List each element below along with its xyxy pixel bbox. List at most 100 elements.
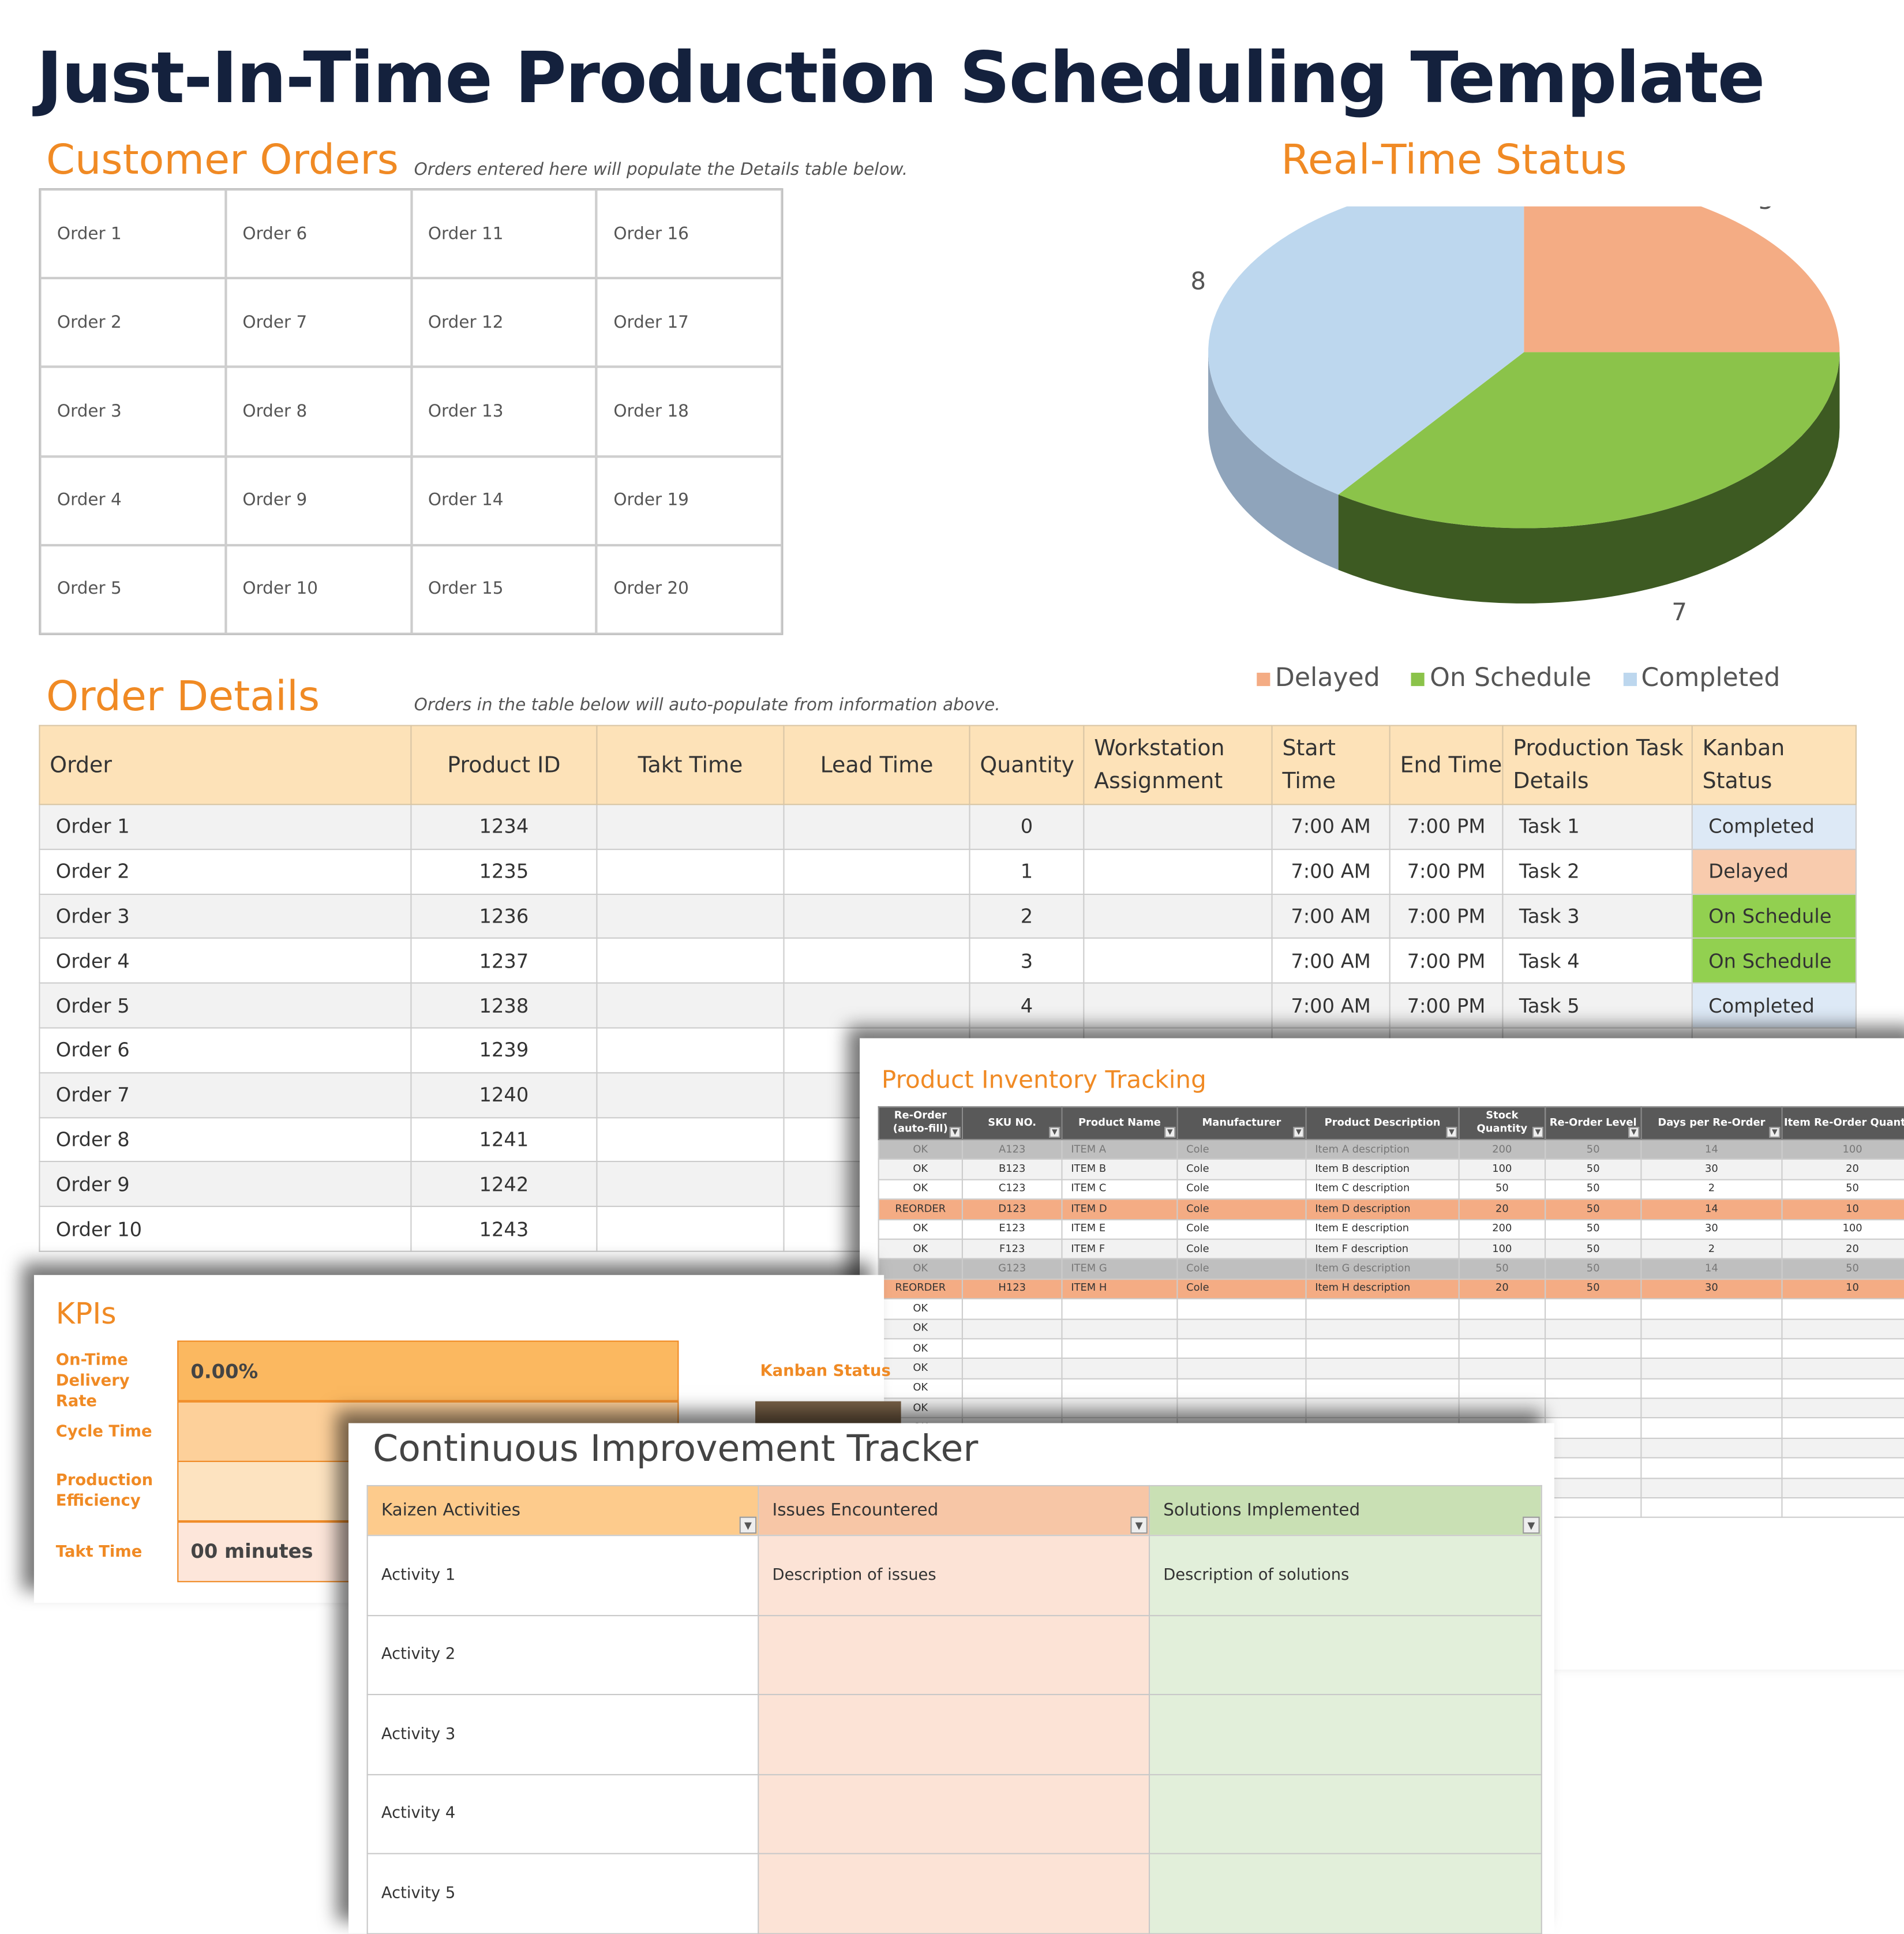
table-cell[interactable]: 30: [1640, 1159, 1783, 1180]
customer-order-cell[interactable]: Order 14: [411, 456, 597, 545]
table-cell[interactable]: 1235: [410, 848, 598, 895]
customer-order-cell[interactable]: Order 10: [225, 545, 411, 634]
table-cell[interactable]: [961, 1338, 1063, 1359]
table-cell[interactable]: 200: [1458, 1139, 1546, 1160]
table-cell[interactable]: OK: [878, 1159, 963, 1180]
table-cell[interactable]: 20: [1781, 1159, 1904, 1180]
table-cell[interactable]: [1545, 1338, 1642, 1359]
filter-dropdown-icon[interactable]: ▼: [1164, 1127, 1176, 1138]
table-cell[interactable]: 1242: [410, 1161, 598, 1208]
table-cell[interactable]: 2: [969, 893, 1085, 939]
table-cell[interactable]: Item G description: [1305, 1258, 1460, 1280]
table-cell[interactable]: D123: [961, 1198, 1063, 1220]
table-cell[interactable]: [961, 1378, 1063, 1399]
table-cell[interactable]: 50: [1545, 1139, 1642, 1160]
table-cell[interactable]: [1305, 1298, 1460, 1320]
table-cell[interactable]: 30: [1640, 1219, 1783, 1240]
table-cell[interactable]: Item A description: [1305, 1139, 1460, 1160]
table-cell[interactable]: ITEM A: [1061, 1139, 1178, 1160]
table-cell[interactable]: Order 5: [39, 983, 412, 1029]
table-cell[interactable]: [1061, 1358, 1178, 1380]
table-cell[interactable]: [1545, 1477, 1642, 1499]
customer-order-cell[interactable]: Order 4: [40, 456, 226, 545]
table-cell[interactable]: [1781, 1457, 1904, 1479]
table-cell[interactable]: 50: [1545, 1238, 1642, 1260]
customer-order-cell[interactable]: Order 11: [411, 189, 597, 279]
table-cell[interactable]: 7:00 AM: [1271, 848, 1390, 895]
table-cell[interactable]: Cole: [1176, 1139, 1307, 1160]
table-cell[interactable]: On Schedule: [1691, 938, 1857, 984]
table-cell[interactable]: [1545, 1358, 1642, 1380]
table-cell[interactable]: [1176, 1338, 1307, 1359]
table-cell[interactable]: 50: [1545, 1258, 1642, 1280]
table-cell[interactable]: 10: [1781, 1278, 1904, 1300]
table-cell[interactable]: Activity 1: [366, 1535, 759, 1616]
table-cell[interactable]: REORDER: [878, 1198, 963, 1220]
table-cell[interactable]: [1640, 1298, 1783, 1320]
table-cell[interactable]: 50: [1781, 1258, 1904, 1280]
table-cell[interactable]: 0: [969, 804, 1085, 850]
table-cell[interactable]: [1781, 1477, 1904, 1499]
table-cell[interactable]: [1305, 1358, 1460, 1380]
table-cell[interactable]: 20: [1781, 1238, 1904, 1260]
table-cell[interactable]: [1305, 1338, 1460, 1359]
table-cell[interactable]: Item F description: [1305, 1238, 1460, 1260]
filter-dropdown-icon[interactable]: ▼: [949, 1127, 961, 1138]
table-cell[interactable]: Order 2: [39, 848, 412, 895]
table-cell[interactable]: 50: [1458, 1258, 1546, 1280]
table-cell[interactable]: 14: [1640, 1258, 1783, 1280]
table-cell[interactable]: Order 10: [39, 1206, 412, 1252]
table-cell[interactable]: B123: [961, 1159, 1063, 1180]
customer-order-cell[interactable]: Order 7: [225, 278, 411, 368]
table-cell[interactable]: [1061, 1318, 1178, 1340]
table-cell[interactable]: [1061, 1378, 1178, 1399]
table-cell[interactable]: ITEM G: [1061, 1258, 1178, 1280]
table-cell[interactable]: Item H description: [1305, 1278, 1460, 1300]
table-cell[interactable]: OK: [878, 1358, 963, 1380]
customer-order-cell[interactable]: Order 9: [225, 456, 411, 545]
table-cell[interactable]: 50: [1545, 1179, 1642, 1200]
filter-dropdown-icon[interactable]: ▼: [1769, 1127, 1781, 1138]
table-cell[interactable]: C123: [961, 1179, 1063, 1200]
table-cell[interactable]: 100: [1781, 1219, 1904, 1240]
table-cell[interactable]: ITEM F: [1061, 1238, 1178, 1260]
table-cell[interactable]: [1640, 1437, 1783, 1459]
table-cell[interactable]: 10: [1781, 1198, 1904, 1220]
table-cell[interactable]: [1083, 848, 1273, 895]
table-cell[interactable]: [596, 1116, 785, 1163]
table-cell[interactable]: 1234: [410, 804, 598, 850]
table-cell[interactable]: [1305, 1378, 1460, 1399]
table-cell[interactable]: [1640, 1397, 1783, 1419]
table-cell[interactable]: [783, 848, 970, 895]
table-cell[interactable]: F123: [961, 1238, 1063, 1260]
table-cell[interactable]: [1176, 1397, 1307, 1419]
table-cell[interactable]: Order 4: [39, 938, 412, 984]
table-cell[interactable]: [1458, 1358, 1546, 1380]
table-cell[interactable]: [1458, 1378, 1546, 1399]
table-cell[interactable]: Activity 5: [366, 1853, 759, 1934]
table-cell[interactable]: [1781, 1397, 1904, 1419]
table-cell[interactable]: Task 3: [1502, 893, 1693, 939]
table-cell[interactable]: 7:00 AM: [1271, 804, 1390, 850]
table-cell[interactable]: [1640, 1358, 1783, 1380]
table-cell[interactable]: [758, 1773, 1150, 1854]
customer-order-cell[interactable]: Order 2: [40, 278, 226, 368]
customer-order-cell[interactable]: Order 17: [596, 278, 782, 368]
table-cell[interactable]: 7:00 PM: [1389, 848, 1504, 895]
table-cell[interactable]: [758, 1693, 1150, 1775]
customer-order-cell[interactable]: Order 13: [411, 367, 597, 456]
table-cell[interactable]: Task 5: [1502, 983, 1693, 1029]
table-cell[interactable]: [596, 1027, 785, 1073]
table-cell[interactable]: [1781, 1358, 1904, 1380]
customer-order-cell[interactable]: Order 6: [225, 189, 411, 279]
table-cell[interactable]: Cole: [1176, 1238, 1307, 1260]
table-cell[interactable]: Description of solutions: [1148, 1535, 1542, 1616]
table-cell[interactable]: [1545, 1378, 1642, 1399]
customer-order-cell[interactable]: Order 1: [40, 189, 226, 279]
table-cell[interactable]: [1781, 1497, 1904, 1519]
table-cell[interactable]: 7:00 AM: [1271, 938, 1390, 984]
table-cell[interactable]: 1239: [410, 1027, 598, 1073]
table-cell[interactable]: [596, 848, 785, 895]
table-cell[interactable]: A123: [961, 1139, 1063, 1160]
table-cell[interactable]: [1083, 893, 1273, 939]
